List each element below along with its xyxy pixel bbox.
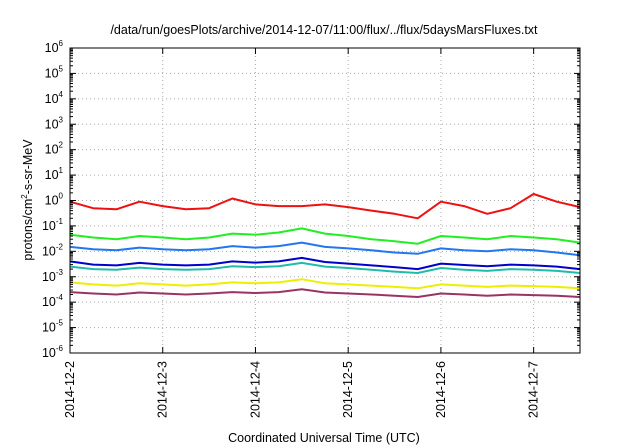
y-tick-label: 104 — [45, 90, 64, 106]
x-tick-label: 2014-12-7 — [527, 361, 541, 418]
data-series — [69, 193, 581, 298]
y-tick-label: 101 — [45, 166, 64, 182]
y-tick-label: 10-3 — [42, 268, 64, 284]
y-tick-label: 10-1 — [42, 217, 64, 233]
y-tick-label: 10-6 — [42, 344, 64, 360]
y-axis-label-base: protons/cm — [21, 199, 35, 261]
y-tick-label: 100 — [45, 192, 64, 208]
x-axis-ticks: 2014-12-2 2014-12-3 2014-12-4 2014-12-5 2014… — [63, 48, 541, 418]
y-tick-label: 10-5 — [42, 319, 64, 335]
y-tick-label: 10-4 — [42, 293, 64, 309]
y-axis-label-rest: -s-sr-MeV — [21, 139, 35, 195]
series-line-1 — [69, 193, 581, 220]
series-line-5 — [69, 261, 581, 274]
y-axis-label-superscript: 2 — [20, 194, 29, 199]
x-tick-label: 2014-12-5 — [341, 361, 355, 418]
x-axis-label: Coordinated Universal Time (UTC) — [228, 431, 420, 445]
chart-title: /data/run/goesPlots/archive/2014-12-07/1… — [110, 23, 538, 37]
x-tick-label: 2014-12-2 — [63, 361, 77, 418]
series-line-2 — [69, 227, 581, 245]
y-tick-label: 106 — [45, 39, 64, 55]
x-tick-label: 2014-12-4 — [248, 361, 262, 418]
y-tick-label: 103 — [45, 115, 64, 131]
series-line-4 — [69, 256, 581, 271]
y-tick-label: 102 — [45, 141, 64, 157]
x-tick-label: 2014-12-3 — [156, 361, 170, 418]
grid-lines — [70, 48, 580, 353]
series-line-3 — [69, 241, 581, 257]
series-line-7 — [69, 288, 581, 298]
y-tick-label: 105 — [45, 64, 64, 80]
y-tick-label: 10-2 — [42, 242, 64, 258]
y-axis-label: protons/cm2-s-sr-MeV — [20, 139, 35, 261]
y-axis-ticks: 10-6 10-5 10-4 10-3 10-2 10-1 100 101 102 103 104 1… — [42, 39, 580, 360]
series-line-6 — [69, 278, 581, 290]
x-tick-label: 2014-12-6 — [434, 361, 448, 418]
